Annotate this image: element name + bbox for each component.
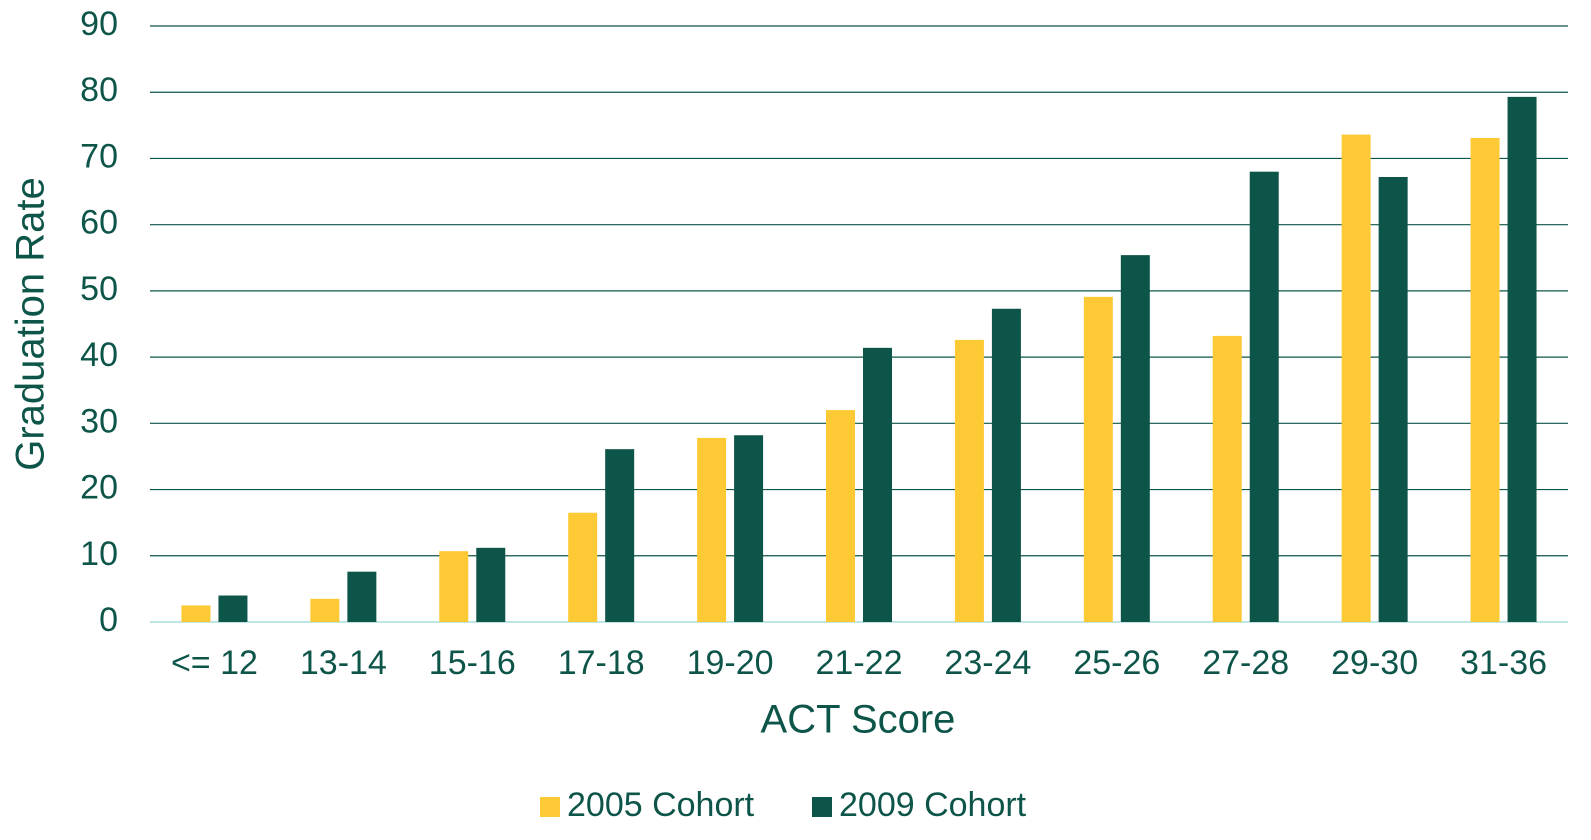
y-axis-title: Graduation Rate — [9, 177, 53, 471]
x-tick-label: 17-18 — [558, 644, 645, 682]
x-tick-label: 31-36 — [1460, 644, 1547, 682]
y-tick-label: 60 — [80, 204, 118, 242]
legend-label: 2009 Cohort — [839, 786, 1027, 824]
y-tick-label: 10 — [80, 535, 118, 573]
bar — [697, 437, 727, 622]
x-tick-label: 15-16 — [429, 644, 516, 682]
bar — [1249, 171, 1279, 622]
x-tick-label: 23-24 — [944, 644, 1031, 682]
bar — [218, 595, 248, 622]
x-tick-label: 27-28 — [1202, 644, 1289, 682]
y-tick-label: 20 — [80, 469, 118, 507]
y-tick-label: 80 — [80, 71, 118, 109]
bar — [734, 435, 764, 622]
x-tick-label: 19-20 — [687, 644, 774, 682]
bar — [1507, 96, 1537, 622]
bar — [1341, 134, 1371, 623]
x-tick-label: 25-26 — [1073, 644, 1160, 682]
bar — [1212, 335, 1242, 622]
x-tick-label: 21-22 — [816, 644, 903, 682]
bar — [568, 512, 598, 622]
bar — [863, 347, 892, 622]
y-tick-label: 50 — [80, 270, 118, 308]
x-tick-label: <= 12 — [171, 644, 258, 682]
bar — [1120, 255, 1150, 622]
bar — [347, 571, 377, 622]
bar — [1083, 296, 1113, 622]
y-tick-label: 40 — [80, 336, 118, 374]
legend-swatch — [812, 797, 832, 817]
x-tick-label: 29-30 — [1331, 644, 1418, 682]
bar — [826, 410, 855, 622]
y-tick-label: 90 — [80, 5, 118, 43]
bar — [476, 547, 506, 622]
bar — [181, 605, 211, 622]
y-tick-label: 30 — [80, 402, 118, 440]
legend-swatch — [540, 797, 560, 817]
bar — [1378, 176, 1408, 622]
bar — [1470, 137, 1500, 622]
bar — [310, 598, 340, 622]
y-tick-label: 70 — [80, 137, 118, 175]
x-axis-title: ACT Score — [761, 698, 956, 742]
bar — [605, 449, 635, 622]
bar — [954, 339, 984, 622]
legend-label: 2005 Cohort — [567, 786, 755, 824]
y-tick-label: 0 — [99, 601, 118, 639]
x-tick-label: 13-14 — [300, 644, 387, 682]
bar — [439, 551, 469, 622]
bar — [991, 308, 1021, 622]
